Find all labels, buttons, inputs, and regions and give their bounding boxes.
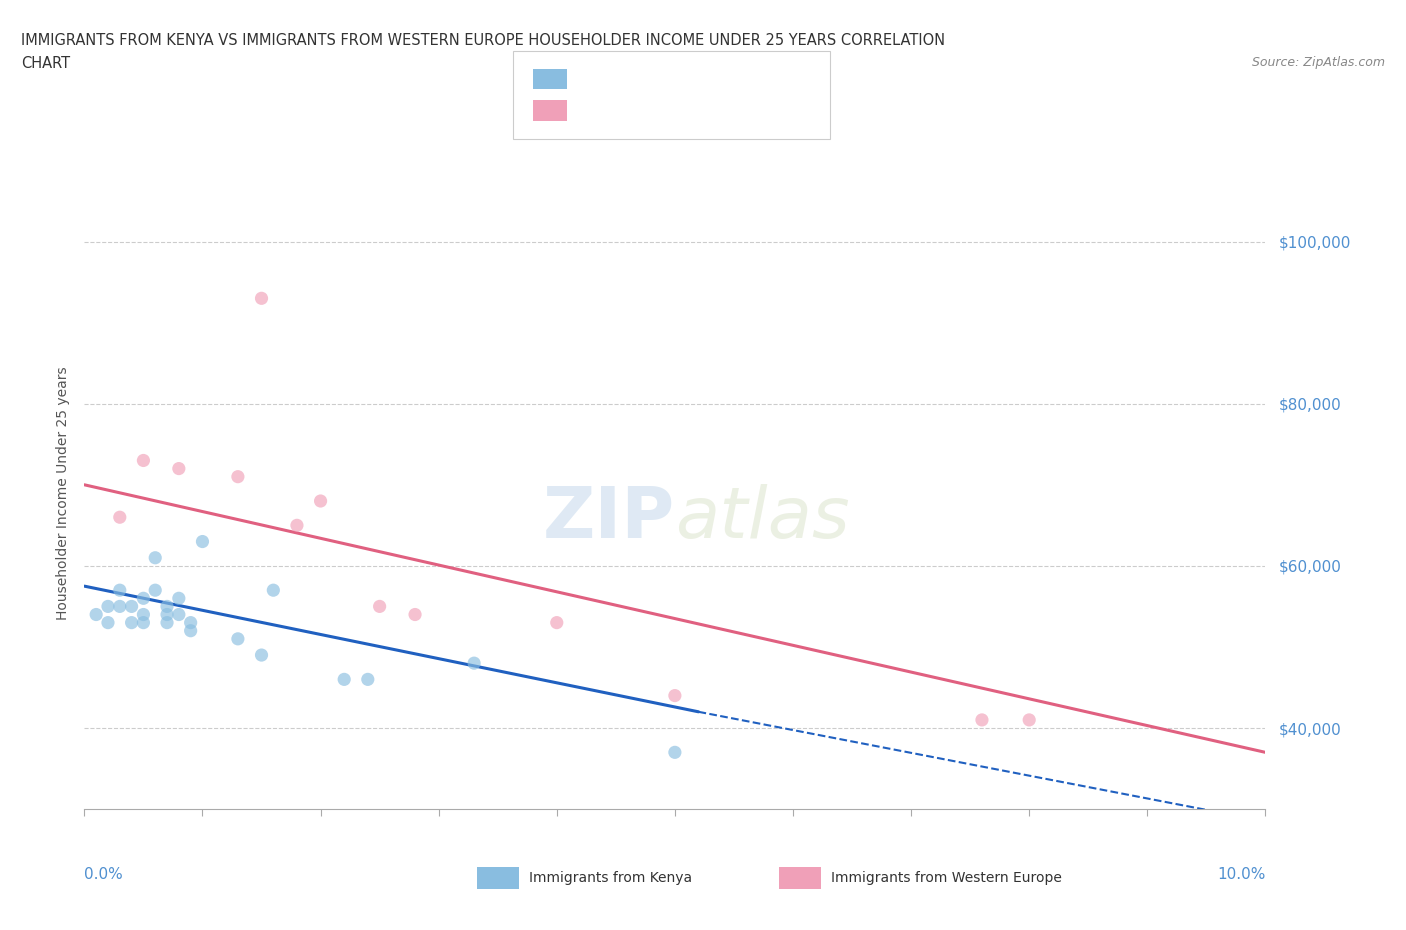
Point — [285, 518, 308, 533]
Text: Source: ZipAtlas.com: Source: ZipAtlas.com — [1251, 56, 1385, 69]
Text: Immigrants from Western Europe: Immigrants from Western Europe — [831, 870, 1062, 885]
Point — [97, 615, 120, 630]
Point — [132, 615, 155, 630]
Point — [180, 623, 202, 638]
Point — [180, 615, 202, 630]
Point — [970, 712, 993, 727]
Point — [404, 607, 426, 622]
Point — [191, 534, 214, 549]
Text: atlas: atlas — [675, 484, 849, 552]
Point — [664, 745, 686, 760]
Point — [357, 672, 380, 687]
Point — [226, 631, 249, 646]
Point — [167, 461, 190, 476]
Text: IMMIGRANTS FROM KENYA VS IMMIGRANTS FROM WESTERN EUROPE HOUSEHOLDER INCOME UNDER: IMMIGRANTS FROM KENYA VS IMMIGRANTS FROM… — [21, 33, 945, 47]
Point — [368, 599, 391, 614]
Point — [97, 599, 120, 614]
Point — [132, 453, 155, 468]
Text: Immigrants from Kenya: Immigrants from Kenya — [529, 870, 692, 885]
Point — [333, 672, 356, 687]
Point — [463, 656, 485, 671]
Point — [1018, 712, 1040, 727]
Point — [250, 291, 273, 306]
Text: CHART: CHART — [21, 56, 70, 71]
Point — [156, 615, 179, 630]
Point — [156, 599, 179, 614]
Point — [309, 494, 332, 509]
Point — [84, 607, 107, 622]
Point — [132, 607, 155, 622]
Point — [546, 615, 568, 630]
Y-axis label: Householder Income Under 25 years: Householder Income Under 25 years — [56, 366, 70, 619]
Point — [132, 591, 155, 605]
Point — [167, 607, 190, 622]
Point — [156, 607, 179, 622]
Point — [108, 583, 131, 598]
Text: 0.0%: 0.0% — [84, 867, 124, 882]
Text: R = -0.472   N = 13: R = -0.472 N = 13 — [576, 103, 713, 118]
Point — [250, 647, 273, 662]
Point — [143, 583, 166, 598]
Point — [143, 551, 166, 565]
Point — [108, 510, 131, 525]
Point — [121, 615, 143, 630]
Point — [167, 591, 190, 605]
Point — [262, 583, 284, 598]
Text: ZIP: ZIP — [543, 484, 675, 552]
Point — [108, 599, 131, 614]
Point — [226, 470, 249, 485]
Text: R = -0.474   N = 27: R = -0.474 N = 27 — [576, 72, 711, 86]
Point — [121, 599, 143, 614]
Point — [664, 688, 686, 703]
Text: 10.0%: 10.0% — [1218, 867, 1265, 882]
